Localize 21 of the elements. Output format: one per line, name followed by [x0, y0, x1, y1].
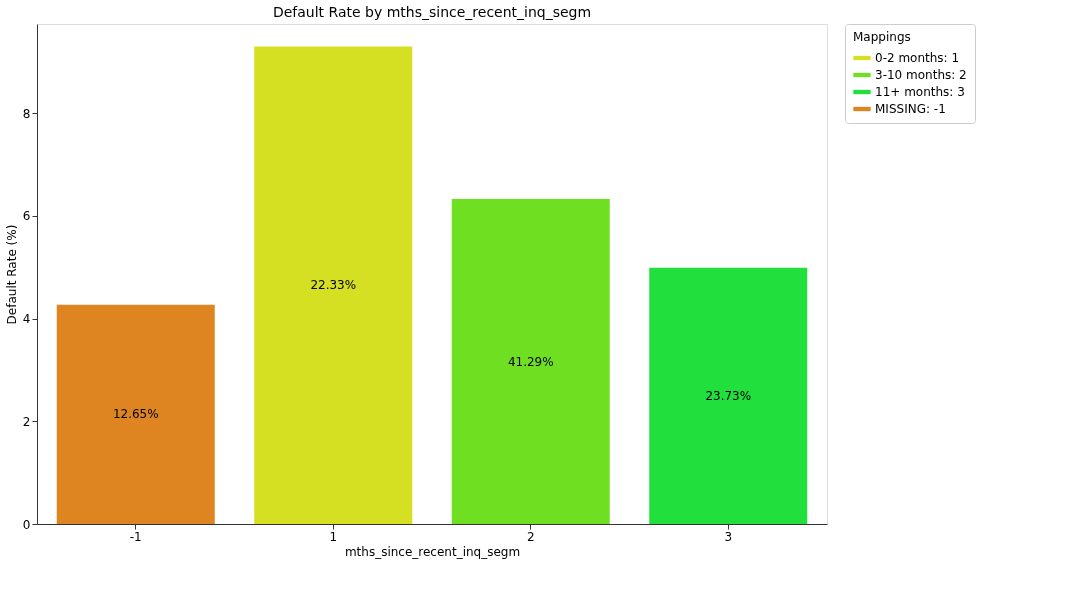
x-tick-label: -1 — [129, 529, 142, 544]
y-tick-label: 4 — [22, 312, 31, 327]
y-tick-label: 0 — [22, 517, 31, 532]
annotation: 41.29% — [507, 354, 554, 369]
x-axis-title: mths_since_recent_inq_segm — [344, 544, 521, 559]
y-tick-label: 2 — [22, 414, 31, 429]
y-tick-label: 8 — [22, 106, 31, 121]
legend-title: Mappings — [853, 30, 911, 44]
annotation: 12.65% — [112, 407, 159, 422]
x-tick-label: 2 — [526, 529, 535, 544]
legend-label: MISSING: -1 — [875, 102, 946, 116]
x-tick-label: 1 — [329, 529, 338, 544]
y-axis-title: Default Rate (%) — [4, 224, 19, 325]
legend-label: 3-10 months: 2 — [875, 68, 967, 82]
annotation: 23.73% — [705, 388, 752, 403]
chart-title: Default Rate by mths_since_recent_inq_segm — [272, 3, 592, 20]
x-tick-label: 3 — [724, 529, 733, 544]
legend-label: 0-2 months: 1 — [875, 51, 960, 65]
y-tick-label: 6 — [22, 209, 31, 224]
annotation: 22.33% — [310, 278, 357, 293]
legend-label: 11+ months: 3 — [875, 85, 965, 99]
